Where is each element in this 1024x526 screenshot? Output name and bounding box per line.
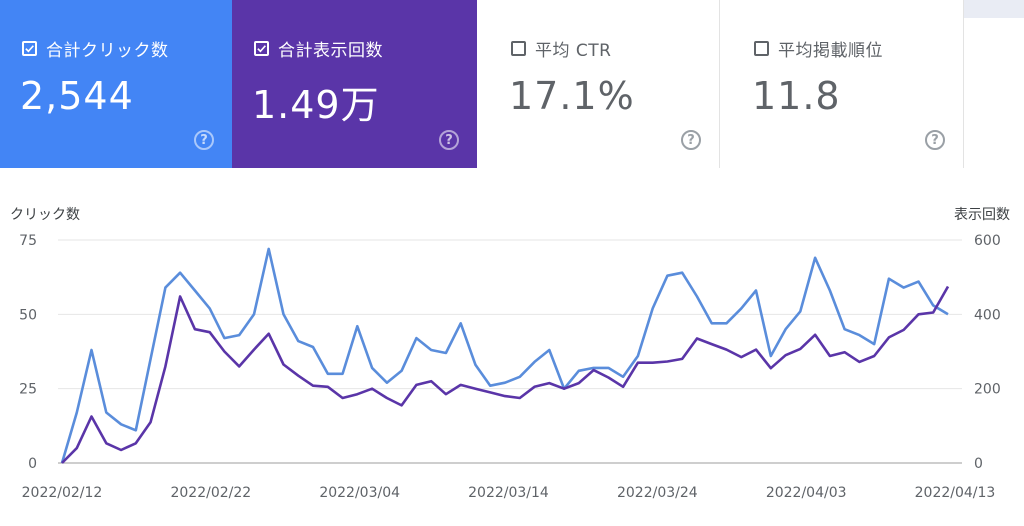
left-tick-label: 25	[19, 382, 37, 398]
x-tick-label: 2022/04/13	[915, 485, 996, 501]
impressions-card[interactable]: 合計表示回数 1.49万 ?	[232, 0, 477, 168]
right-tick-label: 600	[974, 233, 1001, 249]
left-tick-label: 50	[19, 307, 37, 323]
clicks-label: 合計クリック数	[46, 41, 169, 61]
impressions-card-header: 合計表示回数	[254, 36, 383, 61]
clicks-card-header: 合計クリック数	[22, 36, 169, 61]
ctr-label: 平均 CTR	[535, 41, 612, 61]
help-icon[interactable]: ?	[439, 130, 459, 150]
impressions-checkbox-icon[interactable]	[254, 41, 269, 56]
position-value: 11.8	[752, 74, 841, 118]
x-tick-label: 2022/03/24	[617, 485, 698, 501]
x-tick-label: 2022/03/04	[319, 485, 400, 501]
help-icon[interactable]: ?	[194, 130, 214, 150]
left-axis-title: クリック数	[10, 207, 80, 223]
x-tick-label: 2022/03/14	[468, 485, 549, 501]
position-checkbox-icon[interactable]	[754, 41, 769, 56]
right-tick-label: 0	[974, 456, 983, 472]
right-tick-label: 200	[974, 382, 1001, 398]
clicks-series-line	[60, 247, 949, 464]
ctr-card[interactable]: 平均 CTR 17.1% ?	[477, 0, 720, 168]
position-card[interactable]: 平均掲載順位 11.8 ?	[720, 0, 964, 168]
card-area-corner	[964, 0, 1024, 168]
position-card-header: 平均掲載順位	[754, 36, 883, 61]
impressions-value: 1.49万	[252, 83, 380, 127]
impressions-label: 合計表示回数	[278, 41, 383, 61]
clicks-value: 2,544	[20, 74, 134, 118]
performance-chart: 0 0 25 200 50 400 75 600 2022/02/12 2022/02/22 202…	[19, 233, 1001, 501]
right-tick-label: 400	[974, 307, 1001, 323]
position-label: 平均掲載順位	[778, 41, 883, 61]
x-tick-label: 2022/02/22	[170, 485, 251, 501]
impressions-series-line	[61, 285, 950, 464]
ctr-checkbox-icon[interactable]	[511, 41, 526, 56]
x-tick-label: 2022/04/03	[766, 485, 847, 501]
ctr-card-header: 平均 CTR	[511, 36, 611, 61]
metric-cards: 合計クリック数 2,544 ? 合計表示回数 1.49万 ? 平均 CTR 17…	[0, 0, 1024, 168]
x-tick-label: 2022/02/12	[22, 485, 103, 501]
clicks-checkbox-icon[interactable]	[22, 41, 37, 56]
help-icon[interactable]: ?	[681, 130, 701, 150]
ctr-value: 17.1%	[509, 74, 635, 118]
clicks-card[interactable]: 合計クリック数 2,544 ?	[0, 0, 232, 168]
left-tick-label: 75	[19, 233, 37, 249]
help-icon[interactable]: ?	[925, 130, 945, 150]
left-tick-label: 0	[28, 456, 37, 472]
right-axis-title: 表示回数	[954, 207, 1010, 223]
